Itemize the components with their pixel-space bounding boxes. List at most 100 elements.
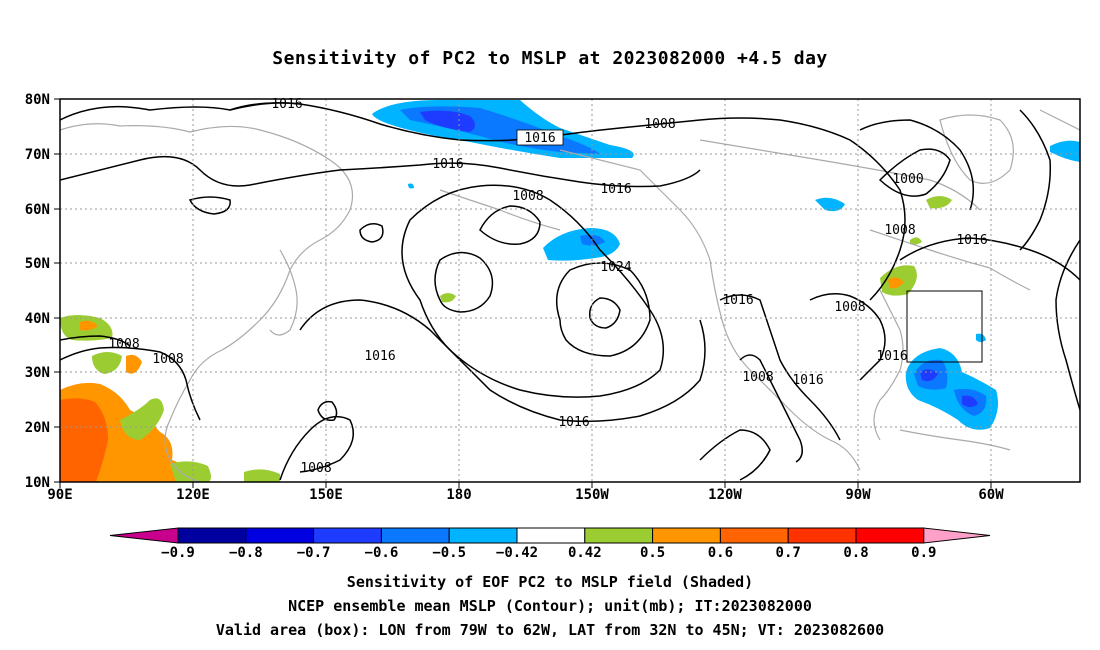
coastline-japan: [269, 249, 298, 336]
coastline-arctic-canada: [699, 139, 981, 211]
contour-line: [555, 262, 651, 357]
contour-line: [809, 293, 886, 381]
colorbar-label: −0.8: [229, 545, 263, 561]
caption-shading: Sensitivity of EOF PC2 to MSLP field (Sh…: [346, 573, 754, 591]
contour-line: [719, 294, 841, 441]
contour-line: [588, 297, 621, 329]
colorbar-box: [584, 527, 654, 544]
contour-labels: 1016 1016 1008 1016 1016 1008 1016 1024 …: [108, 97, 987, 476]
colorbar-box: [652, 527, 721, 544]
coastline-east-canada: [869, 229, 1031, 291]
contour-line: [60, 102, 301, 121]
lon-label: 60W: [978, 487, 1004, 503]
negative-sensitivity-region: [905, 348, 998, 430]
contour-line: [188, 196, 231, 215]
lat-label: 30N: [25, 365, 50, 381]
colorbar-label: −0.5: [432, 545, 466, 561]
valid-area-box: [906, 290, 983, 363]
lat-label: 70N: [25, 147, 50, 163]
positive-sensitivity-region: [440, 293, 456, 303]
contour-label: 1008: [884, 223, 915, 238]
colorbar-label: −0.6: [365, 545, 399, 561]
positive-sensitivity-region: [244, 469, 280, 482]
positive-sensitivity-region: [170, 461, 211, 482]
colorbar-label: −0.9: [161, 545, 195, 561]
contour-label: 1008: [834, 300, 865, 315]
positive-sensitivity-region: [80, 320, 98, 331]
positive-sensitivity-region: [92, 352, 122, 374]
contour-label: 1008: [512, 189, 543, 204]
lon-label: 180: [446, 487, 471, 503]
colorbar-label: 0.7: [776, 545, 801, 561]
colorbar-box: [177, 527, 247, 544]
contour-label: 1016: [600, 182, 631, 197]
colorbar-label: 0.5: [640, 545, 665, 561]
contour-line: [299, 299, 706, 423]
gridlines: [60, 99, 1080, 482]
coastline-asia: [60, 123, 354, 482]
contour-line: [1055, 239, 1080, 411]
contour-line: [899, 237, 1080, 281]
lon-label: 150W: [575, 487, 609, 503]
positive-sensitivity-region: [910, 237, 922, 245]
coastline-europe: [1039, 109, 1080, 131]
lat-label: 40N: [25, 311, 50, 327]
contour-label: 1016: [876, 349, 907, 364]
contour-line: [479, 205, 541, 245]
contour-label: 1016: [792, 373, 823, 388]
lat-label: 50N: [25, 256, 50, 272]
contour-line: [60, 155, 701, 188]
positive-sensitivity-region: [926, 196, 952, 209]
coastline-us-east: [873, 289, 904, 441]
coastline-north-america: [559, 149, 861, 471]
colorbar-label: −0.42: [496, 545, 538, 561]
positive-sensitivity-region: [60, 398, 108, 482]
contour-line: [739, 354, 803, 463]
lon-label: 120E: [176, 487, 210, 503]
colorbar-label: 0.9: [911, 545, 936, 561]
contour-label: 1008: [300, 461, 331, 476]
lat-label: 10N: [25, 475, 50, 491]
colorbar-label: 0.42: [568, 545, 602, 561]
contour-label: 1016: [364, 349, 395, 364]
longitude-labels: 90E 120E 150E 180 150W 120W 90W 60W: [47, 487, 1004, 503]
contour-line: [60, 335, 131, 347]
contour-label: 1008: [742, 370, 773, 385]
colorbar-box: [719, 527, 789, 544]
contour-line: [229, 102, 906, 301]
colorbar-label: 0.6: [708, 545, 733, 561]
lat-label: 20N: [25, 420, 50, 436]
contour-label: 1016: [722, 293, 753, 308]
contour-label: 1008: [644, 117, 675, 132]
sensitivity-shading: [60, 100, 1080, 482]
plot-title: Sensitivity of PC2 to MSLP at 2023082000…: [272, 48, 828, 69]
colorbar-left-arrow: [109, 527, 179, 544]
contour-label: 1016: [271, 97, 302, 112]
lon-label: 120W: [708, 487, 742, 503]
colorbar-box: [380, 527, 450, 544]
negative-sensitivity-region: [815, 197, 845, 212]
negative-sensitivity-region: [920, 369, 938, 382]
contour-label: 1016: [956, 233, 987, 248]
negative-sensitivity-region: [420, 110, 475, 132]
contour-line: [401, 184, 665, 398]
lon-label: 150E: [309, 487, 343, 503]
caption-valid-area: Valid area (box): LON from 79W to 62W, L…: [215, 621, 885, 639]
colorbar-box: [448, 527, 518, 544]
colorbar-box: [787, 527, 857, 544]
negative-sensitivity-region: [408, 183, 414, 189]
lat-label: 60N: [25, 202, 50, 218]
contour-label: 1008: [152, 352, 183, 367]
contour-line: [60, 346, 201, 421]
contour-line: [699, 429, 771, 481]
lat-label: 80N: [25, 92, 50, 108]
caption-contour: NCEP ensemble mean MSLP (Contour); unit(…: [288, 597, 812, 615]
negative-sensitivity-region: [543, 228, 620, 261]
positive-sensitivity-region: [120, 398, 164, 440]
lon-label: 90E: [47, 487, 72, 503]
contour-label: 1016: [558, 415, 589, 430]
negative-sensitivity-region: [1050, 140, 1080, 162]
negative-sensitivity-region: [962, 395, 978, 407]
contour-label: 1000: [892, 172, 923, 187]
